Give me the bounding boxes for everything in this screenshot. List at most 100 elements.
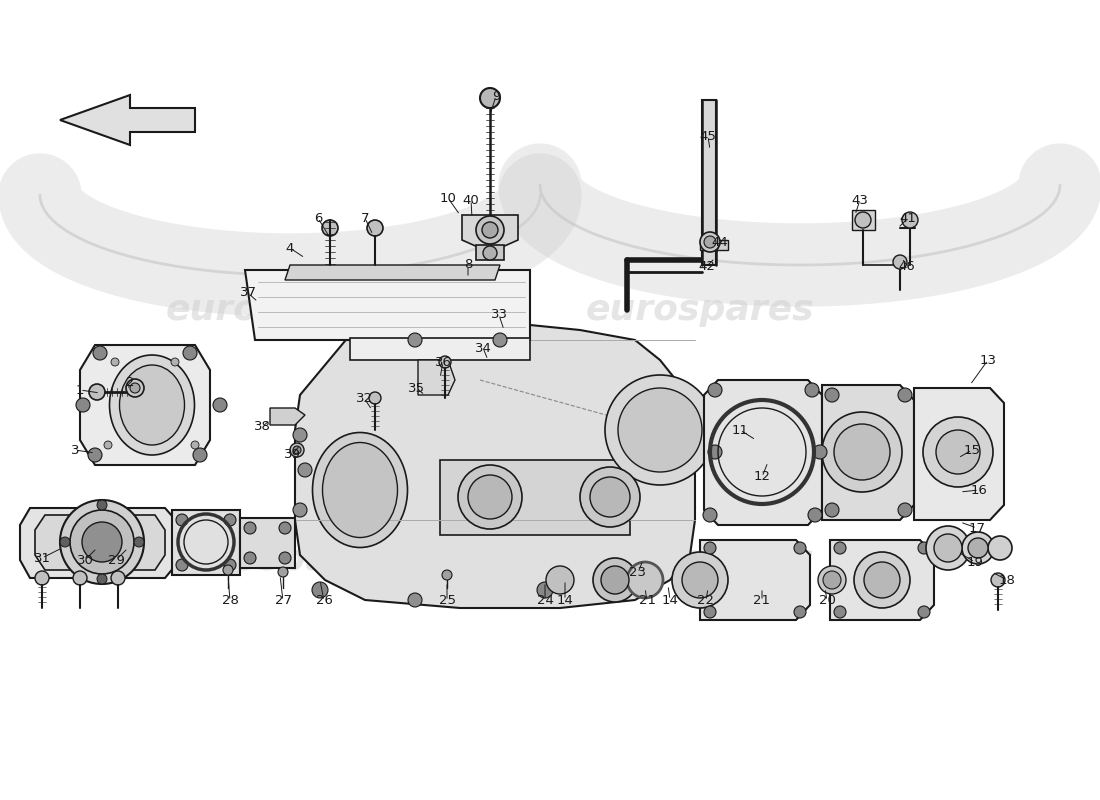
Text: 38: 38	[254, 421, 271, 434]
Text: 25: 25	[439, 594, 455, 607]
Circle shape	[293, 503, 307, 517]
Circle shape	[601, 566, 629, 594]
Circle shape	[546, 566, 574, 594]
Circle shape	[704, 606, 716, 618]
Circle shape	[823, 571, 842, 589]
Circle shape	[893, 255, 907, 269]
Circle shape	[476, 216, 504, 244]
Text: 10: 10	[440, 191, 456, 205]
Circle shape	[537, 582, 553, 598]
Text: 17: 17	[968, 522, 986, 534]
Circle shape	[672, 552, 728, 608]
Circle shape	[991, 573, 1005, 587]
Circle shape	[408, 593, 422, 607]
Circle shape	[312, 582, 328, 598]
Circle shape	[618, 388, 702, 472]
Text: 2: 2	[125, 377, 134, 390]
Circle shape	[244, 552, 256, 564]
Circle shape	[918, 606, 930, 618]
Text: 39: 39	[284, 449, 300, 462]
Circle shape	[593, 558, 637, 602]
Polygon shape	[418, 360, 455, 395]
Circle shape	[279, 522, 292, 534]
Polygon shape	[285, 265, 500, 280]
Text: 37: 37	[240, 286, 256, 299]
Circle shape	[855, 212, 871, 228]
Text: 29: 29	[108, 554, 124, 566]
Circle shape	[822, 412, 902, 492]
Circle shape	[580, 467, 640, 527]
Polygon shape	[350, 338, 530, 360]
Circle shape	[35, 571, 50, 585]
Circle shape	[213, 398, 227, 412]
Text: 11: 11	[732, 423, 748, 437]
Circle shape	[834, 606, 846, 618]
Circle shape	[854, 552, 910, 608]
Text: 14: 14	[661, 594, 679, 606]
Ellipse shape	[322, 442, 397, 538]
Text: 9: 9	[492, 90, 500, 102]
Circle shape	[898, 503, 912, 517]
Circle shape	[923, 417, 993, 487]
Polygon shape	[852, 210, 874, 230]
Circle shape	[480, 88, 501, 108]
Text: 6: 6	[314, 211, 322, 225]
Circle shape	[73, 571, 87, 585]
Circle shape	[134, 537, 144, 547]
Ellipse shape	[110, 355, 195, 455]
Circle shape	[94, 346, 107, 360]
Text: eurospares: eurospares	[585, 293, 814, 327]
Bar	[440, 460, 630, 535]
Polygon shape	[35, 515, 165, 570]
Text: 18: 18	[999, 574, 1015, 586]
Circle shape	[298, 463, 312, 477]
Text: 43: 43	[851, 194, 868, 206]
Text: 19: 19	[967, 555, 983, 569]
Text: 42: 42	[698, 259, 715, 273]
Circle shape	[60, 537, 70, 547]
Circle shape	[605, 375, 715, 485]
Circle shape	[934, 534, 962, 562]
Circle shape	[794, 606, 806, 618]
Text: 26: 26	[316, 594, 332, 607]
Circle shape	[322, 220, 338, 236]
Text: 15: 15	[964, 443, 980, 457]
Circle shape	[442, 570, 452, 580]
Polygon shape	[476, 245, 504, 260]
Circle shape	[700, 232, 720, 252]
Polygon shape	[295, 325, 695, 608]
Polygon shape	[245, 270, 530, 340]
Text: 35: 35	[407, 382, 425, 394]
Text: 22: 22	[697, 594, 715, 607]
Circle shape	[170, 358, 179, 366]
Circle shape	[176, 559, 188, 571]
Circle shape	[223, 565, 233, 575]
Circle shape	[627, 562, 663, 598]
Circle shape	[279, 552, 292, 564]
Circle shape	[708, 383, 722, 397]
Polygon shape	[270, 408, 305, 425]
Text: 21: 21	[754, 594, 770, 607]
Circle shape	[482, 222, 498, 238]
Polygon shape	[704, 380, 822, 525]
Ellipse shape	[120, 365, 185, 445]
Text: 7: 7	[361, 211, 370, 225]
Circle shape	[493, 333, 507, 347]
Circle shape	[368, 392, 381, 404]
Circle shape	[682, 562, 718, 598]
Text: 24: 24	[537, 594, 553, 607]
Circle shape	[968, 538, 988, 558]
Text: 45: 45	[700, 130, 716, 142]
Polygon shape	[60, 95, 195, 145]
Circle shape	[244, 522, 256, 534]
Circle shape	[902, 212, 918, 228]
Circle shape	[439, 356, 451, 368]
Circle shape	[293, 428, 307, 442]
Text: 41: 41	[900, 211, 916, 225]
Text: 27: 27	[275, 594, 292, 607]
Text: 12: 12	[754, 470, 770, 483]
Circle shape	[70, 510, 134, 574]
Text: eurospares: eurospares	[585, 543, 814, 577]
Circle shape	[808, 508, 822, 522]
Circle shape	[408, 333, 422, 347]
